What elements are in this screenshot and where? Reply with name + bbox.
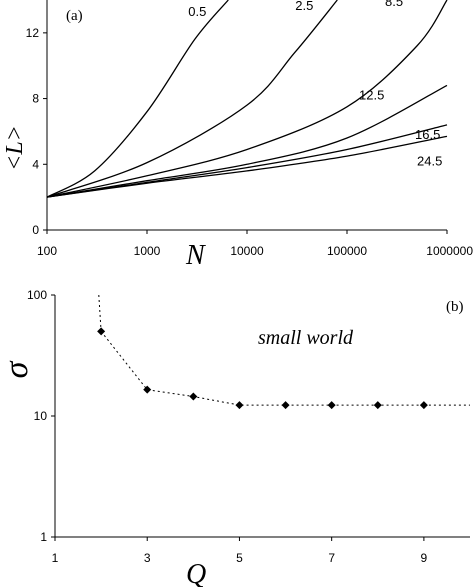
panel-a-label: (a) <box>66 8 83 24</box>
sigma-point-marker <box>97 327 106 336</box>
panel-b-chart: 1 10 100 1 3 5 7 9 (b) small world Q σ <box>0 288 470 587</box>
curve-0-5 <box>46 0 229 198</box>
panel-a-y-axis-title: <L> <box>2 125 28 171</box>
curve-label-2-5: 2.5 <box>295 0 313 13</box>
panel-a-x-tick-label: 1000 <box>134 244 161 258</box>
panel-a-y-tick-label: 12 <box>26 26 40 40</box>
panel-a-y-tick-label: 4 <box>32 157 39 171</box>
sigma-line <box>100 331 424 406</box>
sigma-point-marker <box>143 385 152 394</box>
panel-a-x-tick-label: 100000 <box>327 244 367 258</box>
curve-2-5 <box>46 0 338 198</box>
sigma-point-marker <box>235 401 244 410</box>
panel-a-x-tick-label: 10000 <box>230 244 264 258</box>
panel-b-x-axis-title: Q <box>186 559 206 587</box>
panel-b-y-tick-label: 1 <box>40 530 47 544</box>
sigma-point-marker <box>419 401 428 410</box>
panel-a-y-tick-label: 0 <box>32 223 39 237</box>
panel-b-x-tick-label: 7 <box>328 551 335 565</box>
panel-a-x-tick-label: 100 <box>37 244 57 258</box>
curve-label-0-5: 0.5 <box>188 4 206 19</box>
curve-24-5 <box>46 135 448 198</box>
curve-8-5 <box>46 0 448 198</box>
sigma-point-marker <box>327 401 336 410</box>
curve-label-8-5: 8.5 <box>385 0 403 9</box>
curve-label-12-5: 12.5 <box>359 87 384 102</box>
sigma-point-marker <box>189 392 198 401</box>
small-world-annotation: small world <box>258 327 354 349</box>
panel-a-chart: 0 4 8 12 100 1000 10000 100000 1000000 0.5 2.5 8.… <box>2 0 473 271</box>
panel-b-x-tick-label: 3 <box>144 551 151 565</box>
panel-b-y-tick-label: 10 <box>34 409 48 423</box>
panel-a-y-tick-label: 8 <box>32 92 39 106</box>
sigma-point-marker <box>373 401 382 410</box>
curve-label-24-5: 24.5 <box>417 153 442 168</box>
panel-b-x-tick-label: 1 <box>52 551 59 565</box>
panel-b-x-tick-label: 5 <box>236 551 243 565</box>
panel-b-x-tick-label: 9 <box>421 551 428 565</box>
panel-b-y-axis-title: σ <box>0 360 35 378</box>
panel-a-x-axis-title: N <box>185 240 206 271</box>
curve-label-16-5: 16.5 <box>415 127 440 142</box>
panel-b-label: (b) <box>446 299 464 315</box>
curve-12-5 <box>46 84 448 198</box>
panel-a-x-tick-label: 1000000 <box>426 244 473 258</box>
curve-16-5 <box>46 124 448 198</box>
sigma-point-marker <box>281 401 290 410</box>
sigma-dotted-extension <box>98 294 102 332</box>
panel-b-y-tick-label: 100 <box>27 288 47 302</box>
